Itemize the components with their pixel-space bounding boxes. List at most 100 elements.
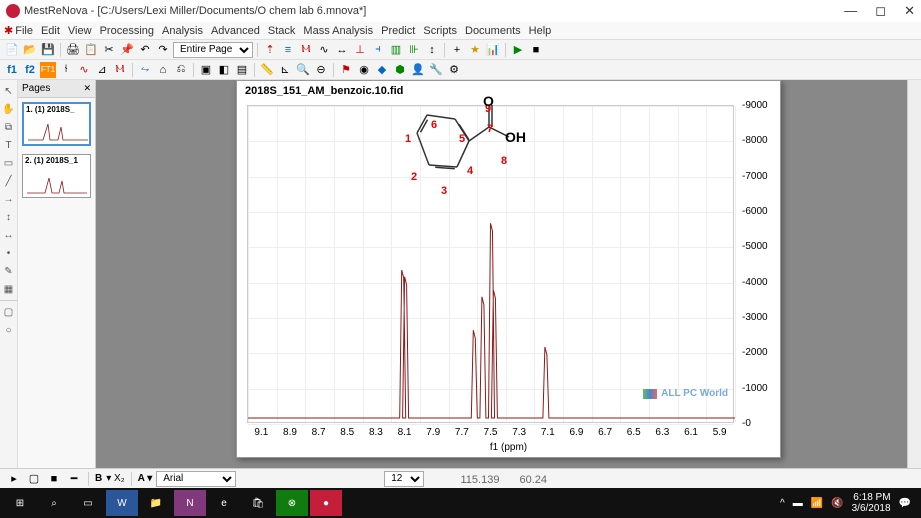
save-icon[interactable]: 💾 [40,42,56,58]
pulse-icon[interactable]: ⫮ [58,62,74,78]
bold-button[interactable]: B [95,473,102,484]
menu-stack[interactable]: Stack [268,25,296,37]
gear-icon[interactable]: ⚙ [446,62,462,78]
sub-button[interactable]: ▾ X₂ [106,473,124,484]
store-icon[interactable]: 🛍 [242,490,274,516]
diamond-icon[interactable]: ◆ [374,62,390,78]
menu-mass-analysis[interactable]: Mass Analysis [303,25,373,37]
page-thumb-2[interactable]: 2. (1) 2018S_1 [22,154,91,198]
chart-icon[interactable]: 📊 [485,42,501,58]
explorer-icon[interactable]: 📁 [140,490,172,516]
ft1-icon[interactable]: FT1 [40,62,56,78]
angle-icon[interactable]: ⊾ [277,62,293,78]
tool-6-icon[interactable]: ⫞ [370,42,386,58]
notifications-icon[interactable]: 💬 [899,498,911,509]
menu-documents[interactable]: Documents [465,25,521,37]
sq-icon[interactable]: ▢ [2,305,16,319]
spectrum-tool-icon[interactable]: ⇡ [262,42,278,58]
tool-3-icon[interactable]: ∿ [316,42,332,58]
dot-icon[interactable]: • [2,246,16,260]
tool-b7-icon[interactable]: ◧ [216,62,232,78]
menu-scripts[interactable]: Scripts [423,25,457,37]
search-icon[interactable]: ⌕ [38,490,70,516]
sq2-icon[interactable]: ■ [46,471,62,487]
arrow-icon[interactable]: → [2,192,16,206]
menu-processing[interactable]: Processing [100,25,154,37]
star-icon[interactable]: ★ [467,42,483,58]
copy-icon[interactable]: 📋 [83,42,99,58]
flag-icon[interactable]: ⚑ [338,62,354,78]
stop-icon[interactable]: ■ [528,42,544,58]
menu-advanced[interactable]: Advanced [211,25,260,37]
start-button[interactable]: ⊞ [4,490,36,516]
tool-b3-icon[interactable]: ⥊ [137,62,153,78]
tool-b1-icon[interactable]: ⊿ [94,62,110,78]
tool-b5-icon[interactable]: ⎌ [173,62,189,78]
text-icon[interactable]: T [2,138,16,152]
person-icon[interactable]: 👤 [410,62,426,78]
eyedrop-icon[interactable]: ✎ [2,264,16,278]
sq1-icon[interactable]: ▢ [26,471,42,487]
tool-4-icon[interactable]: ↔ [334,42,350,58]
tool-b6-icon[interactable]: ▣ [198,62,214,78]
menu-file[interactable]: File [15,25,33,37]
page-thumb-1[interactable]: 1. (1) 2018S_ [22,102,91,146]
zoom-out-icon[interactable]: ⊖ [313,62,329,78]
close-button[interactable]: ✕ [904,3,915,19]
volume-icon[interactable]: 🔇 [831,498,843,509]
wave-icon[interactable]: ∿ [76,62,92,78]
undo-icon[interactable]: ↶ [137,42,153,58]
size-combo[interactable]: 12 [384,471,424,487]
tray-up-icon[interactable]: ^ [780,498,785,509]
edge-icon[interactable]: e [208,490,240,516]
zoom-combo[interactable]: Entire Page [173,42,253,58]
cut-icon[interactable]: ✂ [101,42,117,58]
menu-edit[interactable]: Edit [41,25,60,37]
tool-b8-icon[interactable]: ▤ [234,62,250,78]
menu-view[interactable]: View [68,25,92,37]
clock[interactable]: 6:18 PM 3/6/2018 [852,492,891,514]
open-icon[interactable]: 📂 [22,42,38,58]
measure-icon[interactable]: 📏 [259,62,275,78]
mestrenova-icon[interactable]: ● [310,490,342,516]
taskview-icon[interactable]: ▭ [72,490,104,516]
xbox-icon[interactable]: ⊗ [276,490,308,516]
canvas[interactable]: 2018S_151_AM_benzoic.10.fid -9000-8000-7… [96,80,921,468]
plus-icon[interactable]: + [449,42,465,58]
tool-b2-icon[interactable]: Ⲙ [112,62,128,78]
onenote-icon[interactable]: N [174,490,206,516]
maximize-button[interactable]: ◻ [875,3,886,19]
peak-icon[interactable]: Ⲙ [298,42,314,58]
tool-b9-icon[interactable]: ⬢ [392,62,408,78]
new-icon[interactable]: 📄 [4,42,20,58]
cursor-icon[interactable]: ↖ [2,84,16,98]
hand-icon[interactable]: ✋ [2,102,16,116]
tool-8-icon[interactable]: ↕ [424,42,440,58]
pages-pin-icon[interactable]: ✕ [83,83,91,94]
scrollbar-vertical[interactable] [907,80,921,468]
updown-icon[interactable]: ↕ [2,210,16,224]
minimize-button[interactable]: — [844,3,857,19]
f1-icon[interactable]: f1 [4,62,20,78]
tool-b4-icon[interactable]: ⌂ [155,62,171,78]
paste-icon[interactable]: 📌 [119,42,135,58]
tool-5-icon[interactable]: ⊥ [352,42,368,58]
print-icon[interactable]: 🖨 [65,42,81,58]
leftright-icon[interactable]: ↔ [2,228,16,242]
pointer-icon[interactable]: ▸ [6,471,22,487]
circle-icon[interactable]: ◉ [356,62,372,78]
line2-icon[interactable]: ━ [66,471,82,487]
rect-icon[interactable]: ▭ [2,156,16,170]
menu-help[interactable]: Help [529,25,552,37]
tool-2-icon[interactable]: ≡ [280,42,296,58]
f2-icon[interactable]: f2 [22,62,38,78]
spectrum-window[interactable]: 2018S_151_AM_benzoic.10.fid -9000-8000-7… [236,80,781,458]
font-combo[interactable]: Arial [156,471,236,487]
tool-7-icon[interactable]: ⊪ [406,42,422,58]
battery-icon[interactable]: ▬ [793,498,803,509]
zoom-in-icon[interactable]: 🔍 [295,62,311,78]
line-icon[interactable]: ╱ [2,174,16,188]
wifi-icon[interactable]: 📶 [811,498,823,509]
wrench-icon[interactable]: 🔧 [428,62,444,78]
bars-icon[interactable]: ▥ [388,42,404,58]
